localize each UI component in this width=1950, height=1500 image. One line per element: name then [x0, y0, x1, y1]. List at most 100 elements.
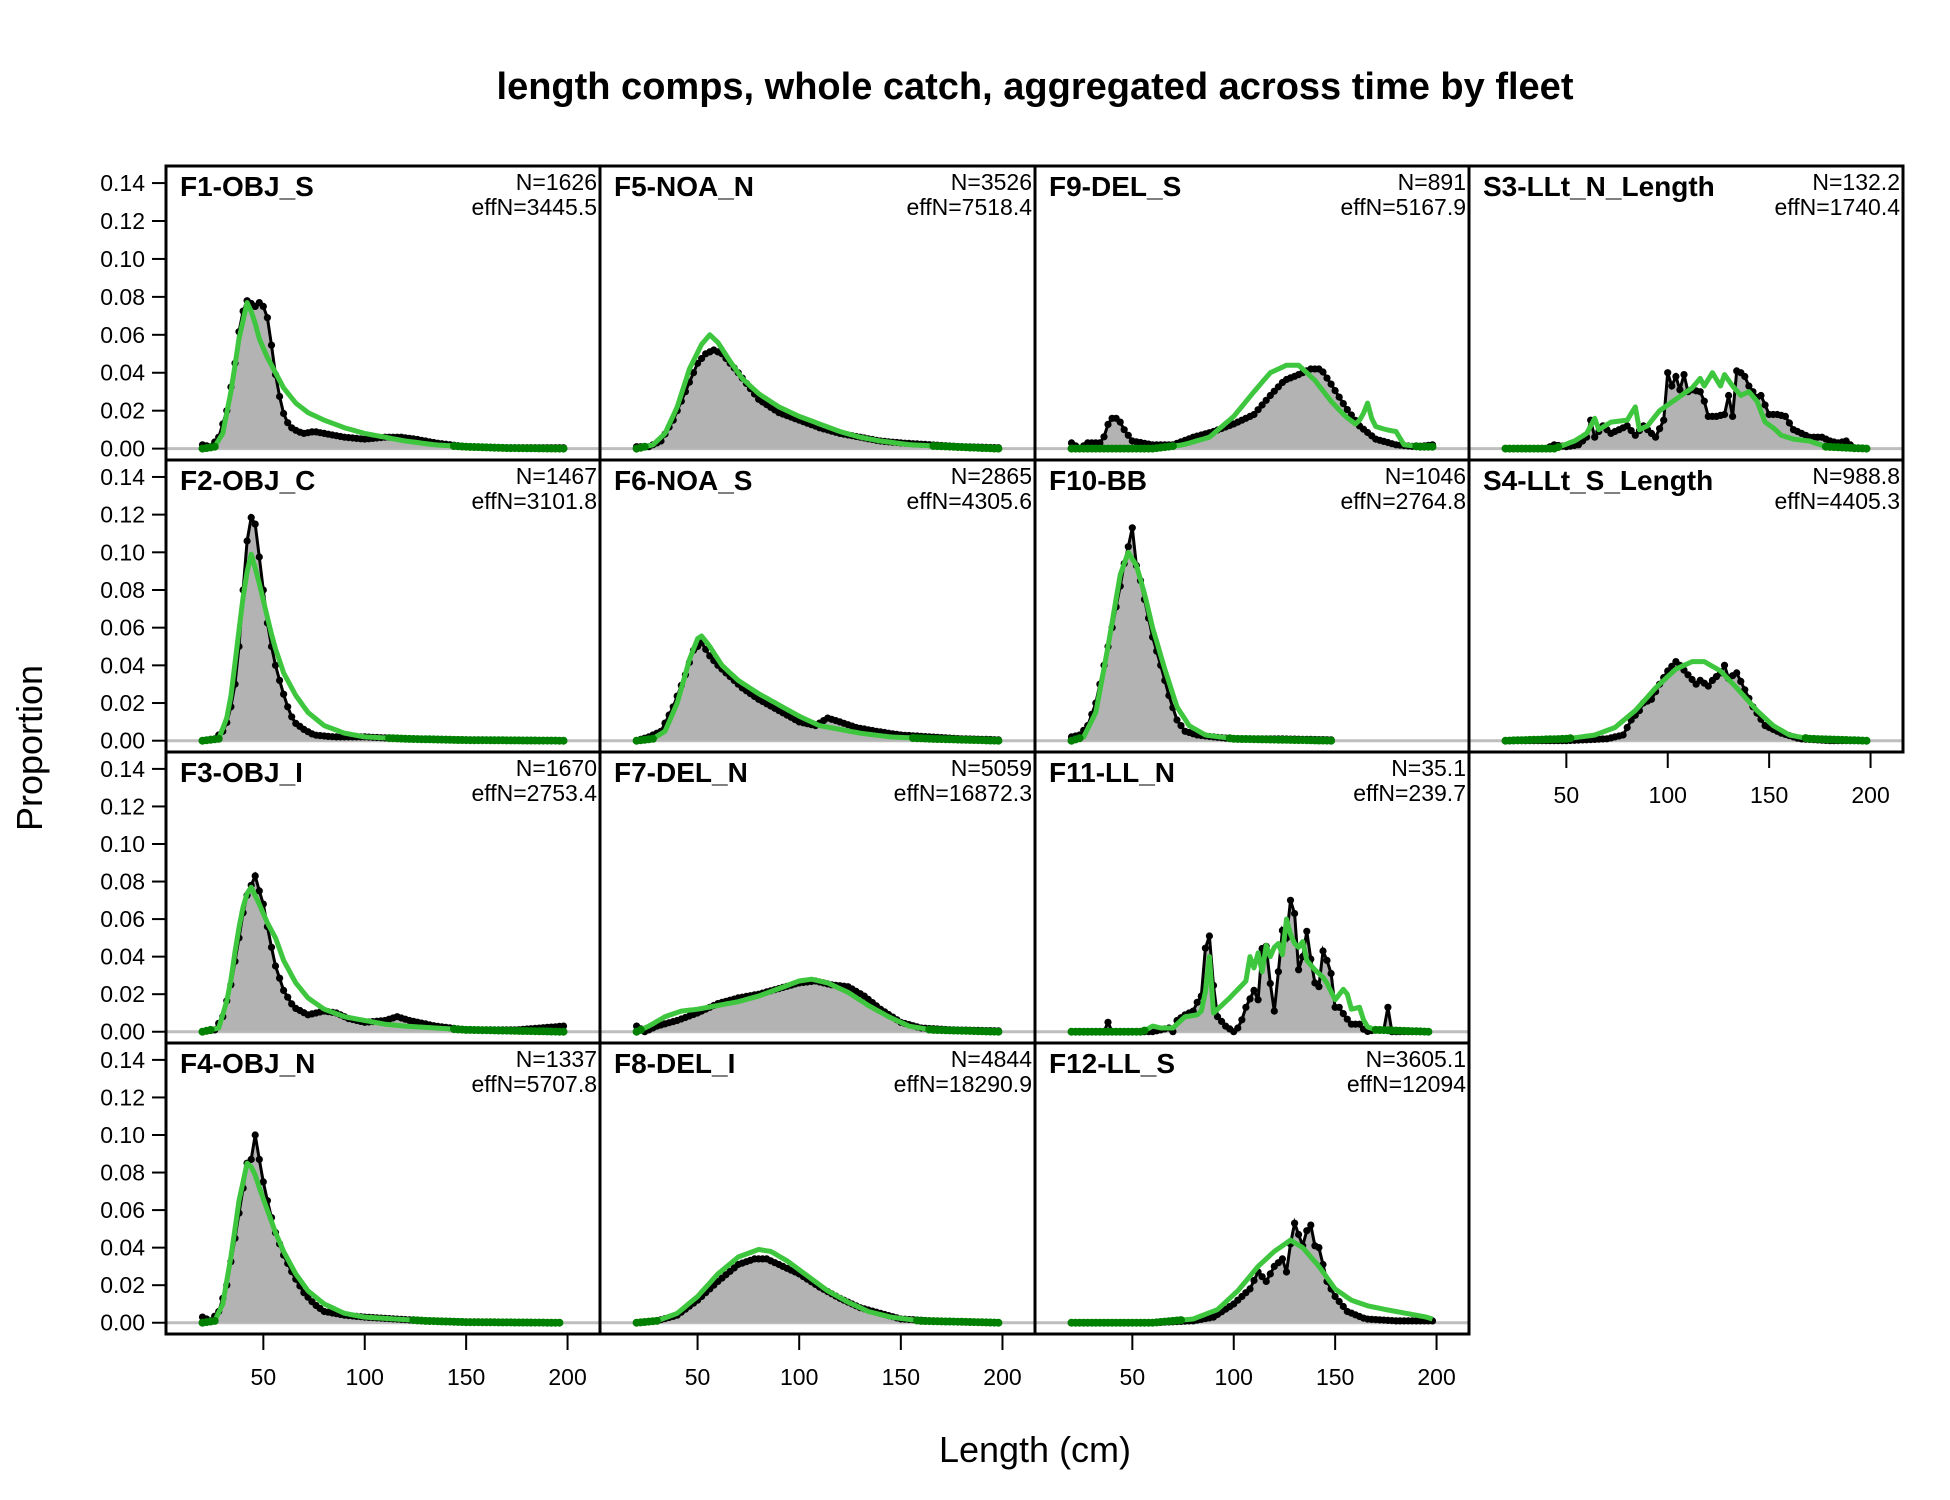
observed-point: [1631, 431, 1639, 439]
panel-label: F5-NOA_N: [614, 171, 754, 202]
chart-title: length comps, whole catch, aggregated ac…: [497, 66, 1574, 108]
panel-n: N=5059: [951, 755, 1032, 781]
observed-point: [1303, 1227, 1311, 1235]
y-tick-label: 0.00: [100, 728, 145, 754]
observed-area: [1505, 661, 1867, 741]
observed-point: [1672, 372, 1680, 381]
panel-effn: effN=5167.9: [1340, 194, 1466, 220]
observed-point: [1335, 393, 1343, 401]
observed-point: [1307, 1221, 1315, 1229]
observed-point: [1274, 968, 1282, 976]
observed-point: [1286, 896, 1295, 904]
y-tick-label: 0.10: [100, 831, 145, 857]
x-tick-label: 200: [1417, 1364, 1455, 1390]
expected-point: [555, 1318, 564, 1327]
panel-plot-area: [166, 297, 600, 453]
observed-point: [280, 409, 288, 418]
observed-point: [1291, 909, 1299, 918]
panel-effn: effN=3445.5: [471, 194, 597, 220]
expected-point: [994, 1318, 1003, 1327]
observed-point: [276, 676, 284, 685]
observed-point: [288, 713, 296, 721]
y-tick-label: 0.12: [100, 502, 145, 528]
observed-point: [255, 887, 263, 895]
observed-point: [1262, 1277, 1270, 1285]
expected-point: [1177, 1316, 1185, 1325]
x-tick-label: 50: [251, 1364, 277, 1390]
observed-area: [202, 875, 564, 1032]
observed-point: [1591, 433, 1599, 441]
y-tick-label: 0.00: [100, 436, 145, 462]
panel-n: N=1626: [516, 169, 597, 195]
observed-area: [1071, 1223, 1433, 1323]
y-tick-label: 0.02: [100, 690, 145, 716]
panel-plot-area: [1469, 658, 1903, 745]
x-tick-label: 200: [1851, 782, 1889, 808]
x-tick-label: 150: [447, 1364, 485, 1390]
observed-point: [1323, 374, 1331, 382]
observed-point: [247, 1155, 255, 1163]
panel-label: F8-DEL_I: [614, 1048, 735, 1079]
observed-point: [1355, 1020, 1364, 1028]
panel-plot-area: [1035, 1217, 1469, 1327]
x-tick-label: 200: [548, 1364, 586, 1390]
panel-label: S4-LLt_S_Length: [1483, 465, 1713, 496]
y-tick-label: 0.08: [100, 577, 145, 603]
y-tick-label: 0.02: [100, 1272, 145, 1298]
observed-point: [1384, 1003, 1392, 1011]
expected-point: [1862, 736, 1871, 745]
observed-point: [1295, 966, 1303, 974]
observed-point: [1343, 406, 1351, 414]
panel-border: [1033, 1041, 1471, 1336]
observed-point: [1295, 1230, 1303, 1239]
observed-point: [1258, 401, 1266, 409]
panel-label: F6-NOA_S: [614, 465, 752, 496]
expected-point: [994, 444, 1003, 453]
y-tick-label: 0.04: [100, 1235, 145, 1261]
y-tick-label: 0.08: [100, 284, 145, 310]
x-tick-label: 100: [346, 1364, 384, 1390]
observed-point: [1250, 986, 1258, 995]
panel-effn: effN=18290.9: [894, 1071, 1032, 1097]
observed-point: [1100, 433, 1108, 441]
panel-effn: effN=2753.4: [471, 780, 597, 806]
x-tick-label: 150: [1750, 782, 1788, 808]
observed-point: [1278, 1255, 1286, 1263]
observed-point: [1627, 427, 1635, 435]
panel-label: F7-DEL_N: [614, 757, 748, 788]
y-tick-label: 0.04: [100, 652, 145, 678]
observed-point: [1303, 927, 1311, 935]
observed-point: [280, 986, 288, 995]
observed-point: [255, 1155, 263, 1163]
observed-point: [259, 1178, 267, 1186]
observed-point: [1656, 425, 1664, 433]
observed-point: [1668, 382, 1676, 390]
panel-label: F4-OBJ_N: [180, 1048, 315, 1079]
y-tick-label: 0.08: [100, 869, 145, 895]
y-tick-label: 0.14: [100, 756, 145, 782]
observed-point: [1319, 368, 1327, 376]
observed-point: [1270, 1007, 1278, 1015]
y-tick-label: 0.00: [100, 1310, 145, 1336]
panel-n: N=988.8: [1812, 463, 1900, 489]
observed-point: [706, 652, 714, 660]
panel-n: N=1670: [516, 755, 597, 781]
observed-point: [1725, 391, 1733, 400]
panel-n: N=35.1: [1391, 755, 1466, 781]
observed-point: [1327, 380, 1335, 388]
observed-point: [1327, 969, 1335, 978]
observed-point: [1323, 956, 1331, 965]
y-tick-label: 0.12: [100, 1084, 145, 1110]
panel-plot-area: [1469, 367, 1903, 453]
observed-point: [1339, 400, 1347, 408]
panel-plot-area: [166, 1131, 600, 1327]
panel-plot-area: [600, 976, 1035, 1036]
observed-point: [1218, 1017, 1226, 1025]
observed-point: [1213, 1013, 1222, 1021]
panel-plot-area: [166, 513, 600, 745]
